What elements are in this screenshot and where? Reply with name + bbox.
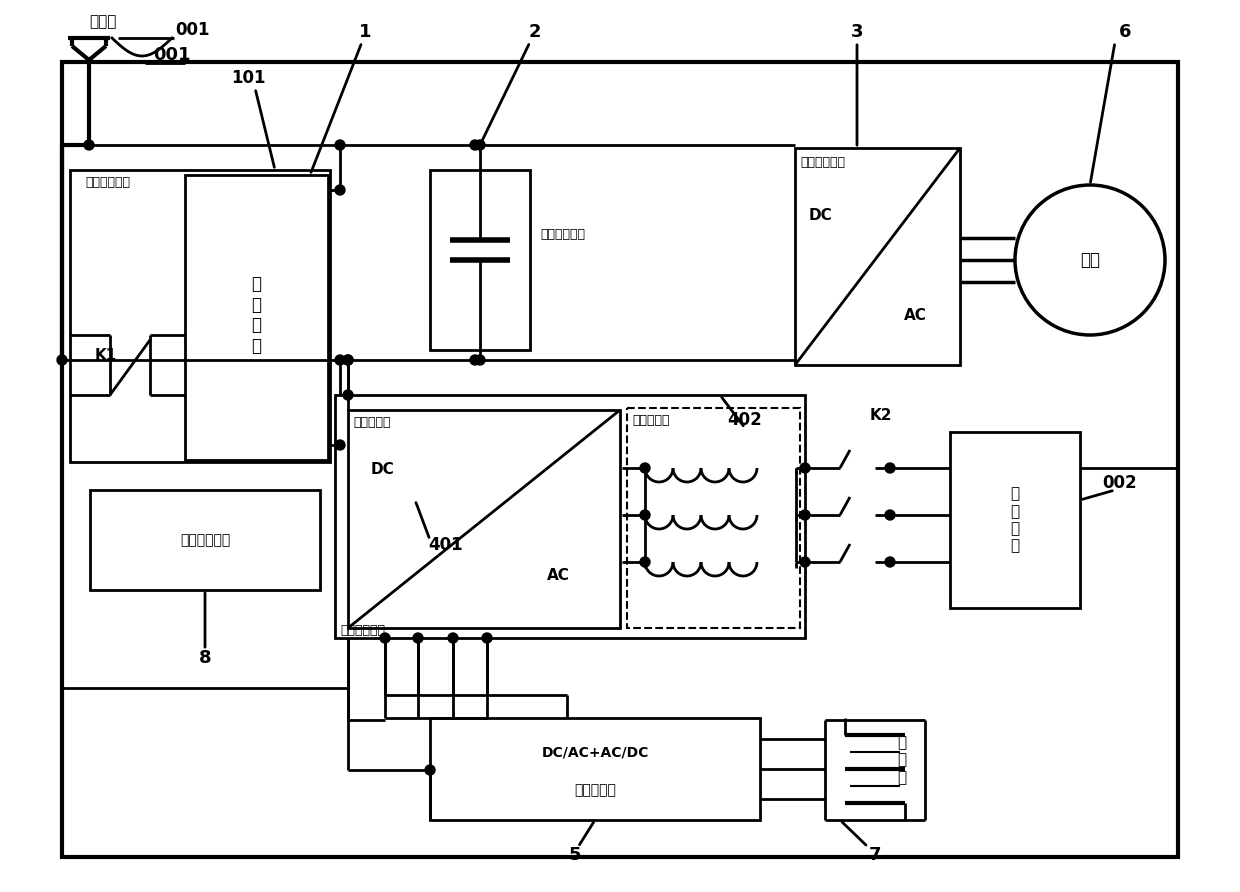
Bar xyxy=(91,490,320,590)
Text: 电机: 电机 xyxy=(1080,251,1100,269)
Circle shape xyxy=(379,633,391,643)
Text: K1: K1 xyxy=(95,348,118,362)
Bar xyxy=(185,175,329,460)
Text: 1: 1 xyxy=(358,23,371,41)
Circle shape xyxy=(800,557,810,567)
Bar xyxy=(950,432,1080,608)
Bar xyxy=(335,395,805,638)
Text: 辅
助
负
载: 辅 助 负 载 xyxy=(1011,486,1019,554)
Text: DC/AC+AC/DC: DC/AC+AC/DC xyxy=(542,746,649,760)
Circle shape xyxy=(640,510,650,520)
Circle shape xyxy=(800,463,810,473)
Text: 中间直流单元: 中间直流单元 xyxy=(539,228,585,242)
Circle shape xyxy=(84,140,94,150)
Text: 401: 401 xyxy=(428,536,463,554)
Circle shape xyxy=(413,633,423,643)
Text: 双向充电机: 双向充电机 xyxy=(574,783,616,797)
Circle shape xyxy=(885,557,895,567)
Bar xyxy=(348,410,620,628)
Text: 3: 3 xyxy=(851,23,863,41)
Bar xyxy=(62,62,1178,857)
Circle shape xyxy=(425,765,435,775)
Circle shape xyxy=(335,185,345,195)
Text: 101: 101 xyxy=(231,69,265,87)
Text: 受电弓: 受电弓 xyxy=(89,14,117,29)
Circle shape xyxy=(57,355,67,365)
Circle shape xyxy=(475,355,485,365)
Circle shape xyxy=(640,463,650,473)
Circle shape xyxy=(448,633,458,643)
Text: 2: 2 xyxy=(528,23,541,41)
Circle shape xyxy=(343,390,353,400)
Circle shape xyxy=(343,355,353,365)
Text: 5: 5 xyxy=(569,846,582,864)
Bar xyxy=(69,170,330,462)
Circle shape xyxy=(800,510,810,520)
Circle shape xyxy=(470,355,480,365)
Circle shape xyxy=(470,140,480,150)
Circle shape xyxy=(885,463,895,473)
Bar xyxy=(795,148,960,365)
Text: 6: 6 xyxy=(1118,23,1131,41)
Text: 002: 002 xyxy=(1102,474,1137,492)
Text: 辅助逆变器: 辅助逆变器 xyxy=(353,417,391,430)
Circle shape xyxy=(343,355,353,365)
Circle shape xyxy=(482,633,492,643)
Text: DC: DC xyxy=(808,208,832,222)
Bar xyxy=(627,408,800,628)
Text: DC: DC xyxy=(370,462,394,477)
Text: 7: 7 xyxy=(869,846,882,864)
Text: AC: AC xyxy=(904,308,926,323)
Bar xyxy=(430,170,529,350)
Circle shape xyxy=(335,140,345,150)
Text: 001: 001 xyxy=(175,21,210,39)
Text: 输入变换单元: 输入变换单元 xyxy=(86,176,130,188)
Text: 蓄
电
池: 蓄 电 池 xyxy=(898,735,906,785)
Text: AC: AC xyxy=(547,567,569,582)
Circle shape xyxy=(475,140,485,150)
Text: 辅助变压器: 辅助变压器 xyxy=(632,414,670,426)
Text: 402: 402 xyxy=(728,411,763,429)
Bar xyxy=(430,718,760,820)
Text: 8: 8 xyxy=(198,649,211,667)
Text: 辅助逆变单元: 辅助逆变单元 xyxy=(340,624,384,637)
Text: 传动控制单元: 传动控制单元 xyxy=(180,533,231,547)
Circle shape xyxy=(885,510,895,520)
Circle shape xyxy=(335,355,345,365)
Circle shape xyxy=(335,440,345,450)
Circle shape xyxy=(640,557,650,567)
Text: K2: K2 xyxy=(870,408,893,423)
Text: 001: 001 xyxy=(154,46,191,64)
Text: 输
入
变
换: 输 入 变 换 xyxy=(250,275,260,355)
Text: 牵引逆变单元: 牵引逆变单元 xyxy=(800,155,844,169)
